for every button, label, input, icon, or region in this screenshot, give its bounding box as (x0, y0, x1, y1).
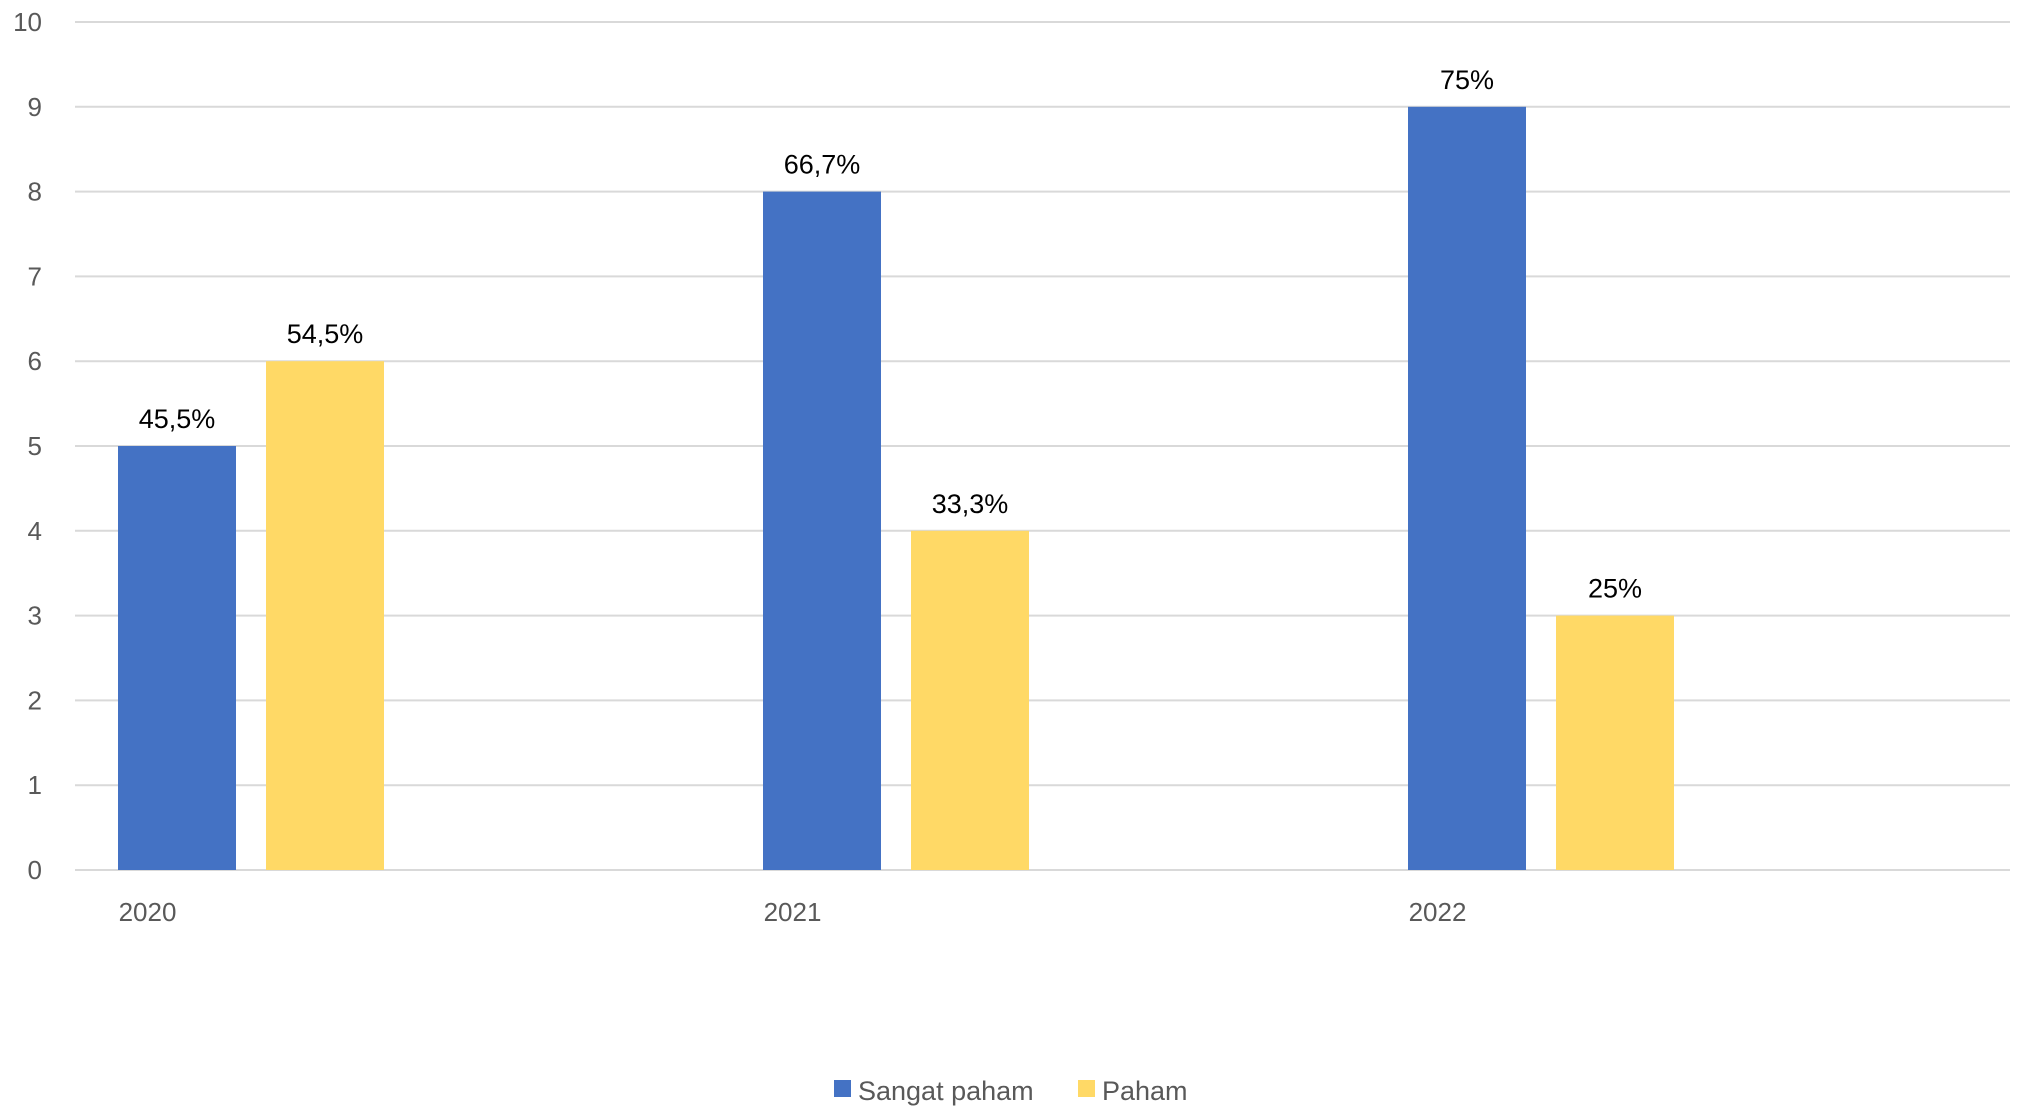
data-label: 66,7% (784, 150, 861, 180)
y-tick-label: 10 (13, 7, 42, 37)
data-label: 45,5% (139, 404, 216, 434)
gridlines (75, 21, 2010, 871)
y-tick-label: 5 (28, 431, 42, 461)
x-tick-label: 2022 (1409, 897, 1467, 927)
data-labels: 45,5% 54,5% 66,7% 33,3% 75% 25% (139, 65, 1642, 604)
data-label: 75% (1440, 65, 1494, 95)
bar (118, 446, 236, 870)
legend-label: Paham (1102, 1076, 1188, 1106)
y-tick-label: 0 (28, 855, 42, 885)
x-axis-ticks: 2020 2021 2022 (119, 897, 1467, 927)
x-tick-label: 2020 (119, 897, 177, 927)
y-tick-label: 3 (28, 601, 42, 631)
legend-label: Sangat paham (858, 1076, 1034, 1106)
bar (1408, 106, 1526, 871)
data-label: 33,3% (932, 489, 1009, 519)
bars (118, 106, 1674, 871)
bar (1556, 615, 1674, 870)
y-tick-label: 1 (28, 770, 42, 800)
x-tick-label: 2021 (764, 897, 822, 927)
data-label: 25% (1588, 574, 1642, 604)
y-tick-label: 7 (28, 261, 42, 291)
y-axis-ticks: 0 1 2 3 4 5 6 7 8 9 10 (13, 7, 42, 885)
bar (266, 361, 384, 870)
y-tick-label: 8 (28, 177, 42, 207)
bar (763, 191, 881, 871)
y-tick-label: 9 (28, 92, 42, 122)
data-label: 54,5% (287, 319, 364, 349)
y-tick-label: 4 (28, 516, 42, 546)
legend: Sangat paham Paham (834, 1076, 1188, 1106)
bar (911, 530, 1029, 870)
y-tick-label: 6 (28, 346, 42, 376)
legend-swatch (834, 1080, 851, 1097)
y-tick-label: 2 (28, 685, 42, 715)
legend-swatch (1078, 1080, 1095, 1097)
